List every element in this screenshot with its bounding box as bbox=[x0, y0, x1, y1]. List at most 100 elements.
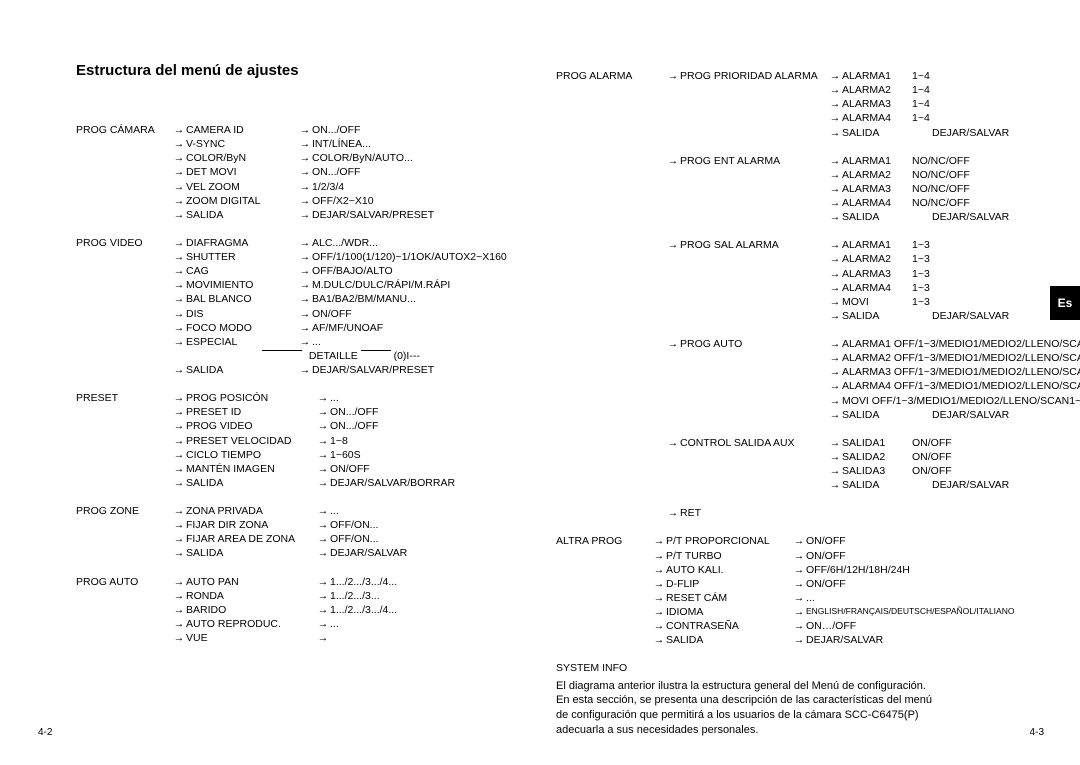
menu-item: →SALIDADEJAR/SALVAR bbox=[666, 409, 1080, 422]
item-value: 1~3 bbox=[912, 268, 930, 281]
item-value: INT/LÍNEA... bbox=[312, 138, 371, 151]
arrow-icon: → bbox=[828, 211, 842, 224]
arrow-icon: → bbox=[828, 253, 842, 266]
arrow-icon: → bbox=[172, 604, 186, 617]
menu-item: →P/T TURBO→ON/OFF bbox=[652, 550, 1046, 563]
arrow-icon: → bbox=[666, 338, 680, 351]
item-label: AUTO KALI. bbox=[666, 564, 792, 577]
menu-item: →BARIDO→1.../2.../3.../4... bbox=[172, 604, 516, 617]
arrow-icon: → bbox=[298, 166, 312, 179]
sub-head-row: →PROG SAL ALARMA→ALARMA11~3 bbox=[666, 239, 1046, 252]
item-value: (0)I--- bbox=[394, 350, 420, 363]
item-label: DIAFRAGMA bbox=[186, 237, 298, 250]
item-value: ALC.../WDR... bbox=[312, 237, 378, 250]
item-value: DEJAR/SALVAR bbox=[932, 409, 1009, 422]
item-label: BAL BLANCO bbox=[186, 293, 298, 306]
item-value: ON.../OFF bbox=[330, 406, 378, 419]
arrow-icon: → bbox=[652, 592, 666, 605]
arrow-icon: → bbox=[828, 310, 842, 323]
item-label: SALIDA bbox=[186, 547, 316, 560]
item-label: ALARMA3 bbox=[842, 98, 912, 111]
arrow-icon: → bbox=[316, 392, 330, 405]
item-value: ... bbox=[806, 592, 815, 605]
menu-item: →ESPECIAL→... bbox=[172, 336, 516, 349]
arrow-icon: → bbox=[652, 535, 666, 548]
item-label: VEL ZOOM bbox=[186, 181, 298, 194]
item-label: ALARMA2 OFF/1~3/MEDIO1/MEDIO2/LLENO/SCAN… bbox=[842, 352, 1080, 365]
arrow-icon: → bbox=[828, 366, 842, 379]
menu-item: →PROG VIDEO→ON.../OFF bbox=[172, 420, 516, 433]
arrow-icon: → bbox=[828, 409, 842, 422]
item-value: 1~60S bbox=[330, 449, 361, 462]
arrow-icon: → bbox=[298, 336, 312, 349]
arrow-icon: → bbox=[172, 308, 186, 321]
arrow-icon: → bbox=[172, 265, 186, 278]
item-label: SALIDA bbox=[186, 477, 316, 490]
menu-item: →AUTO REPRODUC.→... bbox=[172, 618, 516, 631]
arrow-icon: → bbox=[298, 138, 312, 151]
item-label: P/T TURBO bbox=[666, 550, 792, 563]
menu-item: →ZOOM DIGITAL→OFF/X2~X10 bbox=[172, 195, 516, 208]
arrow-icon: → bbox=[298, 364, 312, 377]
item-value: DEJAR/SALVAR bbox=[932, 479, 1009, 492]
menu-item: →VUE→ bbox=[172, 632, 516, 645]
arrow-icon: → bbox=[172, 195, 186, 208]
item-label: ESPECIAL bbox=[186, 336, 298, 349]
arrow-icon: → bbox=[316, 533, 330, 546]
item-label: ALARMA1 bbox=[842, 239, 912, 252]
item-label: SALIDA bbox=[842, 127, 912, 140]
item-label: MANTÉN IMAGEN bbox=[186, 463, 316, 476]
arrow-icon: → bbox=[828, 296, 842, 309]
menu-item: →DET MOVI→ON.../OFF bbox=[172, 166, 516, 179]
arrow-icon: → bbox=[298, 237, 312, 250]
item-label: ALARMA4 OFF/1~3/MEDIO1/MEDIO2/LLENO/SCAN… bbox=[842, 380, 1080, 393]
menu-item: →SALIDA2ON/OFF bbox=[666, 451, 1046, 464]
menu-item: →BAL BLANCO→BA1/BA2/BM/MANU... bbox=[172, 293, 516, 306]
arrow-icon: → bbox=[828, 197, 842, 210]
item-value: ON/OFF bbox=[806, 578, 846, 591]
item-label: ZONA PRIVADA bbox=[186, 505, 316, 518]
item-value: 1.../2.../3.../4... bbox=[330, 576, 397, 589]
arrow-icon: → bbox=[316, 590, 330, 603]
item-label: RESET CÁM bbox=[666, 592, 792, 605]
menu-item: →SALIDADEJAR/SALVAR bbox=[666, 479, 1046, 492]
item-value: COLOR/ByN/AUTO... bbox=[312, 152, 413, 165]
item-value: DEJAR/SALVAR/BORRAR bbox=[330, 477, 455, 490]
item-label: ALARMA2 bbox=[842, 253, 912, 266]
arrow-icon: → bbox=[828, 98, 842, 111]
item-value: ON/OFF bbox=[806, 535, 846, 548]
item-value: DEJAR/SALVAR bbox=[806, 634, 883, 647]
item-label: MOVI bbox=[842, 296, 912, 309]
group-head: PROG AUTO bbox=[76, 576, 172, 647]
arrow-icon: → bbox=[172, 519, 186, 532]
item-value: ON/OFF bbox=[312, 308, 352, 321]
menu-item: →ZONA PRIVADA→... bbox=[172, 505, 516, 518]
sub-head: CONTROL SALIDA AUX bbox=[680, 437, 828, 450]
menu-item: →ALARMA31~3 bbox=[666, 268, 1046, 281]
menu-group: PROG ZONE→ZONA PRIVADA→...→FIJAR DIR ZON… bbox=[76, 505, 516, 562]
item-value: NO/NC/OFF bbox=[912, 169, 970, 182]
menu-group: PROG ALARMA→PROG PRIORIDAD ALARMA→ALARMA… bbox=[556, 70, 1046, 141]
arrow-icon: → bbox=[652, 634, 666, 647]
menu-item: →ALARMA2 OFF/1~3/MEDIO1/MEDIO2/LLENO/SCA… bbox=[666, 352, 1080, 365]
item-value: ON/OFF bbox=[912, 465, 952, 478]
menu-item: →PRESET VELOCIDAD→1~8 bbox=[172, 435, 516, 448]
item-value: OFF/ON... bbox=[330, 519, 378, 532]
arrow-icon: → bbox=[172, 449, 186, 462]
item-value: M.DULC/DULC/RÁPI/M.RÁPI bbox=[312, 279, 450, 292]
arrow-icon: → bbox=[316, 463, 330, 476]
item-label: SALIDA1 bbox=[842, 437, 912, 450]
group-head bbox=[556, 338, 666, 423]
menu-item: →DIAFRAGMA→ALC.../WDR... bbox=[172, 237, 516, 250]
item-value: ON…/OFF bbox=[806, 620, 856, 633]
item-value: DEJAR/SALVAR/PRESET bbox=[312, 364, 434, 377]
arrow-icon: → bbox=[828, 183, 842, 196]
description-text: El diagrama anterior ilustra la estructu… bbox=[556, 680, 1046, 738]
arrow-icon: → bbox=[316, 519, 330, 532]
right-column: PROG ALARMA→PROG PRIORIDAD ALARMA→ALARMA… bbox=[556, 70, 1046, 739]
arrow-icon: → bbox=[828, 479, 842, 492]
arrow-icon: → bbox=[172, 505, 186, 518]
arrow-icon: → bbox=[298, 195, 312, 208]
item-label: ZOOM DIGITAL bbox=[186, 195, 298, 208]
arrow-icon: → bbox=[172, 166, 186, 179]
